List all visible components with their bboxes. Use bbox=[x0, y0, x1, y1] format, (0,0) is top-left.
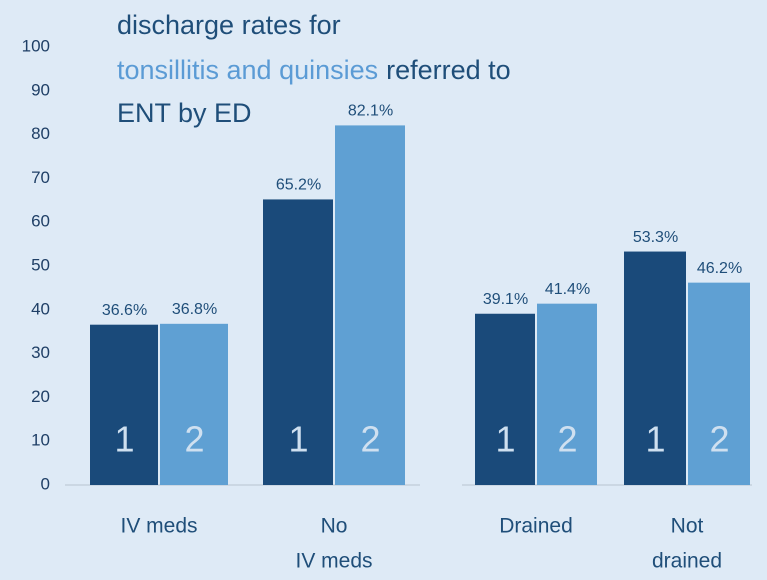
y-tick-label: 10 bbox=[31, 431, 50, 450]
series-name: 2 bbox=[184, 419, 204, 460]
series-name: 1 bbox=[645, 419, 665, 460]
y-tick-label: 80 bbox=[31, 124, 50, 143]
x-tick-label: drained bbox=[652, 550, 722, 573]
chart-title: ENT by ED bbox=[117, 98, 252, 128]
y-tick-label: 100 bbox=[22, 36, 50, 55]
y-tick-label: 90 bbox=[31, 80, 50, 99]
bar bbox=[263, 199, 333, 485]
title-part: tonsillitis and quinsies bbox=[117, 55, 378, 85]
series-name: 2 bbox=[360, 419, 380, 460]
data-label: 39.1% bbox=[483, 291, 528, 308]
data-label: 36.8% bbox=[172, 301, 217, 318]
data-label: 65.2% bbox=[276, 177, 321, 194]
series-name: 2 bbox=[709, 419, 729, 460]
chart-title: tonsillitis and quinsies referred to bbox=[117, 55, 511, 85]
y-tick-label: 40 bbox=[31, 299, 50, 318]
bar bbox=[90, 324, 158, 485]
bar bbox=[335, 125, 405, 485]
data-label: 41.4% bbox=[545, 281, 590, 298]
y-tick-label: 30 bbox=[31, 343, 50, 362]
data-label: 53.3% bbox=[633, 229, 678, 246]
data-label: 82.1% bbox=[348, 103, 393, 120]
y-tick-label: 70 bbox=[31, 168, 50, 187]
series-name: 1 bbox=[114, 419, 134, 460]
y-tick-label: 50 bbox=[31, 255, 50, 274]
x-tick-label: Drained bbox=[499, 515, 573, 538]
y-tick-label: 60 bbox=[31, 212, 50, 231]
bar bbox=[475, 313, 535, 485]
y-tick-label: 20 bbox=[31, 387, 50, 406]
bar bbox=[160, 323, 228, 485]
data-label: 36.6% bbox=[102, 302, 147, 319]
x-tick-label: Not bbox=[671, 515, 704, 538]
bar bbox=[688, 282, 750, 485]
y-tick-label: 0 bbox=[41, 474, 50, 493]
bar bbox=[624, 251, 686, 485]
x-tick-label: IV meds bbox=[295, 550, 372, 573]
series-name: 1 bbox=[495, 419, 515, 460]
title-part: referred to bbox=[386, 55, 511, 85]
series-name: 1 bbox=[288, 419, 308, 460]
title-part: discharge rates for bbox=[117, 10, 341, 40]
title-part: ENT by ED bbox=[117, 98, 252, 128]
series-name: 2 bbox=[557, 419, 577, 460]
x-tick-label: No bbox=[321, 515, 348, 538]
data-label: 46.2% bbox=[697, 260, 742, 277]
chart-title: discharge rates for bbox=[117, 10, 341, 40]
bar bbox=[537, 303, 597, 485]
x-tick-label: IV meds bbox=[120, 515, 197, 538]
